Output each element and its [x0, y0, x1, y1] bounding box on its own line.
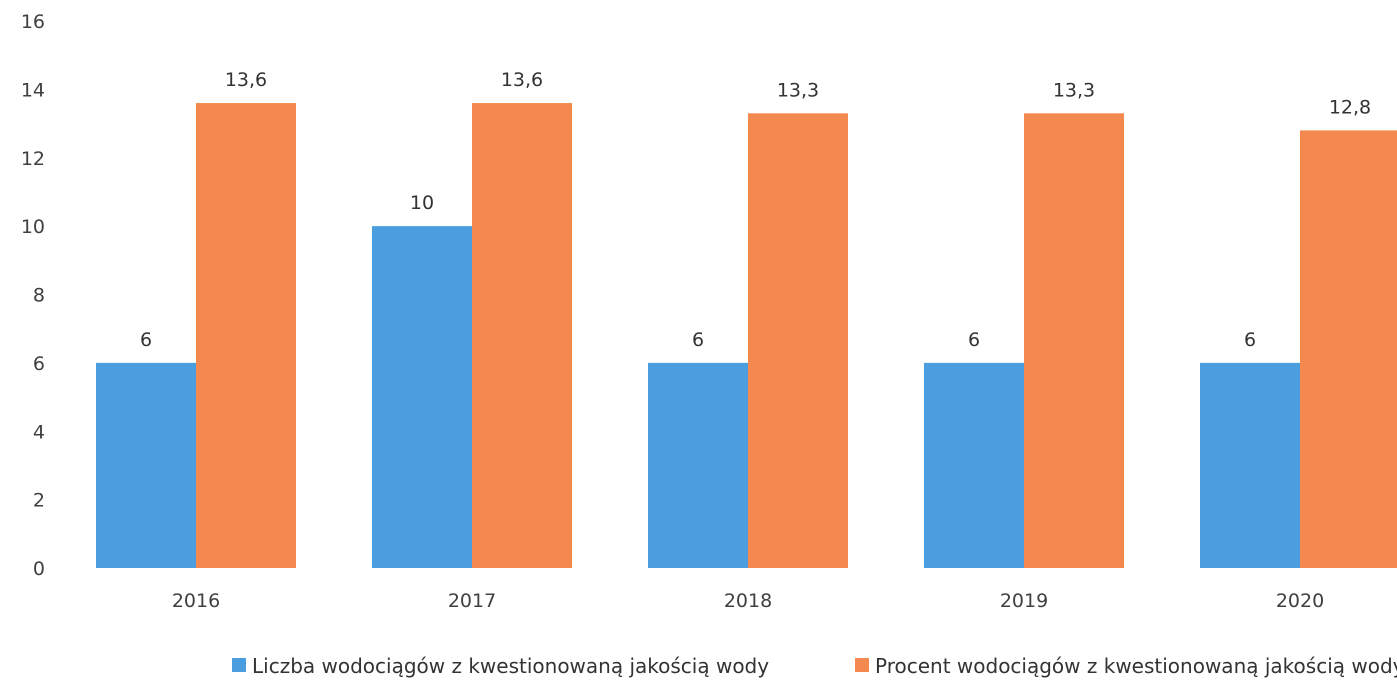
bar-liczba-2018 [648, 362, 748, 568]
bars [96, 103, 1397, 569]
data-label: 6 [140, 329, 152, 351]
y-tick-label: 12 [21, 148, 45, 170]
y-tick-label: 4 [33, 421, 45, 443]
bar-procent-2017 [472, 103, 572, 569]
x-axis-tick-labels: 2016 2017 2018 2019 2020 [172, 590, 1324, 612]
data-label: 13,6 [225, 69, 267, 91]
y-tick-label: 6 [33, 353, 45, 375]
legend-label: Procent wodociągów z kwestionowaną jakoś… [875, 654, 1397, 678]
data-label: 13,6 [501, 69, 543, 91]
y-tick-label: 2 [33, 490, 45, 512]
legend: Liczba wodociągów z kwestionowaną jakośc… [232, 654, 1397, 678]
bar-liczba-2017 [372, 226, 472, 568]
data-labels: 6 13,6 10 13,6 6 13,3 6 13,3 6 12,8 [140, 69, 1371, 351]
y-axis-tick-labels: 0 2 4 6 8 10 12 14 16 [21, 11, 45, 580]
data-label: 13,3 [777, 79, 819, 101]
y-tick-label: 14 [21, 79, 45, 101]
bar-procent-2020 [1300, 130, 1397, 568]
bar-liczba-2019 [924, 362, 1024, 568]
data-label: 13,3 [1053, 79, 1095, 101]
y-tick-label: 8 [33, 285, 45, 307]
bar-liczba-2016 [96, 362, 196, 568]
data-label: 6 [1244, 329, 1256, 351]
x-tick-label: 2018 [724, 590, 772, 612]
x-tick-label: 2020 [1276, 590, 1324, 612]
bar-procent-2018 [748, 113, 848, 569]
y-tick-label: 10 [21, 216, 45, 238]
x-tick-label: 2017 [448, 590, 496, 612]
legend-label: Liczba wodociągów z kwestionowaną jakośc… [252, 654, 769, 678]
data-label: 6 [692, 329, 704, 351]
bar-procent-2019 [1024, 113, 1124, 569]
data-label: 10 [410, 192, 434, 214]
legend-swatch [232, 658, 246, 672]
bar-procent-2016 [196, 103, 296, 569]
y-tick-label: 0 [33, 558, 45, 580]
legend-swatch [855, 658, 869, 672]
x-tick-label: 2019 [1000, 590, 1048, 612]
data-label: 6 [968, 329, 980, 351]
data-label: 12,8 [1329, 96, 1371, 118]
y-tick-label: 16 [21, 11, 45, 33]
bar-liczba-2020 [1200, 362, 1300, 568]
x-tick-label: 2016 [172, 590, 220, 612]
